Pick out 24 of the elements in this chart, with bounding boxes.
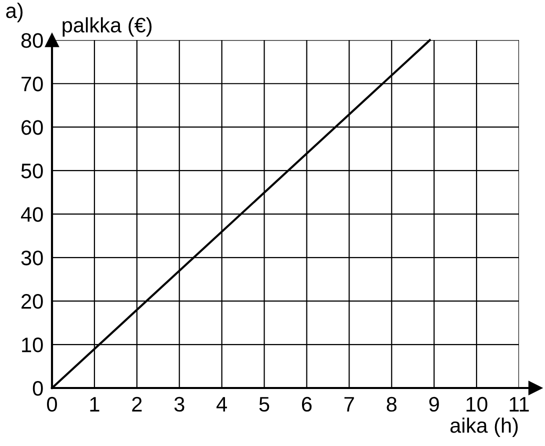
y-tick-label: 70 bbox=[22, 76, 43, 92]
x-tick-label: 2 bbox=[132, 396, 142, 412]
y-tick-label: 60 bbox=[22, 120, 43, 135]
x-axis-title: aika (h) bbox=[450, 418, 518, 437]
y-tick-label: 30 bbox=[21, 250, 43, 266]
x-tick-label: 1 bbox=[90, 397, 100, 412]
x-tick-label: 3 bbox=[174, 396, 184, 412]
y-axis-title: palkka (€) bbox=[62, 17, 152, 37]
x-tick-label: 4 bbox=[216, 397, 227, 412]
x-tick-label: 8 bbox=[386, 396, 397, 412]
y-tick-label: 0 bbox=[32, 381, 43, 396]
x-tick-label: 6 bbox=[302, 396, 312, 412]
x-tick-label: 9 bbox=[429, 396, 439, 412]
x-tick-label: 0 bbox=[47, 396, 57, 412]
y-tick-label: 10 bbox=[22, 338, 43, 352]
y-tick-label: 40 bbox=[20, 207, 43, 222]
x-tick-label: 10 bbox=[466, 396, 488, 412]
x-tick-label: 7 bbox=[344, 397, 354, 412]
chart-title: a) bbox=[6, 2, 23, 22]
x-tick-label: 5 bbox=[259, 397, 270, 412]
y-tick-label: 20 bbox=[22, 294, 43, 309]
x-tick-label: 11 bbox=[510, 397, 529, 412]
y-tick-label: 80 bbox=[21, 33, 43, 48]
y-tick-label: 50 bbox=[21, 164, 43, 178]
